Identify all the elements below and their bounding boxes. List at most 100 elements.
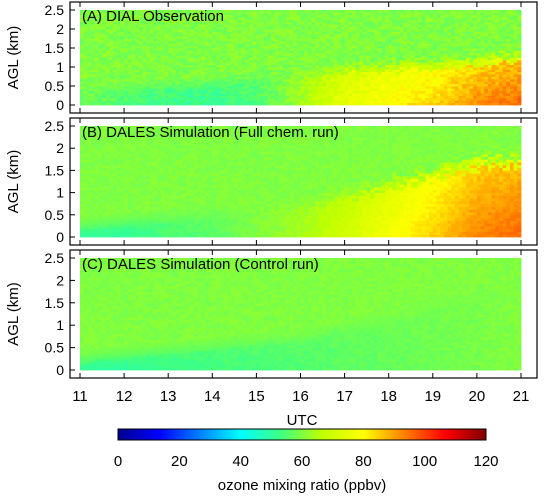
heatmap-cell [260, 40, 265, 44]
heatmap-cell [260, 71, 265, 75]
heatmap-cell [102, 24, 107, 28]
heatmap-cell [263, 74, 268, 77]
heatmap-cell [120, 57, 125, 61]
heatmap-cell [271, 17, 276, 20]
heatmap-cell [91, 145, 96, 149]
heatmap-cell [238, 50, 243, 54]
heatmap-cell [80, 153, 85, 157]
heatmap-cell [83, 81, 88, 85]
heatmap-cell [340, 83, 346, 87]
heatmap-cell [495, 19, 500, 23]
heatmap-cell [102, 97, 107, 101]
heatmap-cell [498, 12, 504, 16]
heatmap-cell [351, 59, 357, 63]
heatmap-cell [215, 38, 221, 42]
heatmap-cell [113, 69, 118, 73]
heatmap-cell [340, 67, 346, 70]
heatmap-cell [355, 45, 360, 49]
heatmap-cell [149, 81, 154, 85]
heatmap-cell [377, 26, 382, 30]
heatmap-cell [517, 52, 522, 56]
heatmap-cell [458, 57, 463, 61]
heatmap-cell [98, 45, 103, 49]
heatmap-cell [329, 83, 334, 87]
heatmap-cell [359, 48, 364, 51]
heatmap-cell [421, 17, 426, 20]
heatmap-cell [403, 12, 408, 16]
heatmap-cell [157, 64, 162, 68]
heatmap-cell [182, 36, 187, 39]
heatmap-cell [517, 100, 522, 104]
heatmap-cell [355, 97, 360, 101]
heatmap-cell [238, 36, 243, 39]
heatmap-cell [230, 45, 235, 49]
heatmap-cell [304, 78, 309, 82]
heatmap-cell [491, 12, 496, 16]
heatmap-cell [91, 159, 96, 163]
heatmap-cell [87, 83, 92, 87]
heatmap-cell [153, 102, 158, 106]
heatmap-cell [473, 57, 478, 61]
heatmap-cell [146, 93, 151, 96]
heatmap-cell [326, 19, 331, 23]
heatmap-cell [256, 10, 261, 13]
heatmap-cell [414, 93, 419, 96]
heatmap-cell [344, 88, 349, 92]
heatmap-cell [212, 57, 217, 61]
heatmap-cell [465, 71, 470, 75]
heatmap-cell [160, 74, 165, 77]
heatmap-cell [193, 97, 199, 101]
heatmap-cell [245, 59, 250, 63]
heatmap-cell [399, 81, 404, 85]
heatmap-cell [175, 88, 180, 92]
heatmap-cell [124, 90, 129, 94]
heatmap-cell [98, 48, 103, 51]
heatmap-cell [348, 100, 353, 104]
heatmap-cell [348, 90, 353, 94]
heatmap-cell [337, 38, 342, 42]
heatmap-cell [285, 57, 290, 61]
heatmap-cell [285, 90, 290, 94]
heatmap-cell [491, 57, 496, 61]
heatmap-cell [304, 55, 309, 58]
heatmap-cell [425, 31, 430, 35]
heatmap-cell [355, 76, 360, 80]
heatmap-cell [278, 74, 283, 77]
heatmap-cell [443, 24, 448, 28]
heatmap-cell [484, 24, 489, 28]
heatmap-cell [374, 83, 379, 87]
heatmap-cell [241, 45, 246, 49]
heatmap-cell [403, 62, 408, 66]
heatmap-cell [318, 62, 323, 66]
heatmap-cell [425, 17, 430, 20]
heatmap-cell [513, 19, 518, 23]
heatmap-cell [113, 52, 118, 56]
heatmap-cell [267, 59, 272, 63]
heatmap-cell [193, 17, 199, 20]
heatmap-cell [131, 29, 136, 32]
heatmap-cell [498, 64, 504, 68]
heatmap-cell [146, 69, 151, 73]
heatmap-cell [263, 57, 268, 61]
heatmap-cell [451, 64, 456, 68]
heatmap-cell [421, 67, 426, 70]
heatmap-cell [447, 76, 452, 80]
heatmap-cell [487, 14, 492, 18]
heatmap-cell [517, 69, 522, 73]
heatmap-cell [238, 57, 243, 61]
heatmap-cell [329, 62, 334, 66]
heatmap-cell [491, 26, 496, 30]
heatmap-cell [190, 45, 195, 49]
heatmap-cell [473, 64, 478, 68]
heatmap-cell [396, 36, 401, 39]
heatmap-cell [197, 74, 202, 77]
heatmap-cell [300, 24, 305, 28]
heatmap-cell [399, 48, 404, 51]
heatmap-cell [212, 95, 217, 99]
heatmap-cell [263, 64, 268, 68]
heatmap-cell [127, 26, 132, 30]
heatmap-cell [318, 50, 323, 54]
heatmap-cell [186, 48, 191, 51]
heatmap-cell [256, 12, 261, 16]
